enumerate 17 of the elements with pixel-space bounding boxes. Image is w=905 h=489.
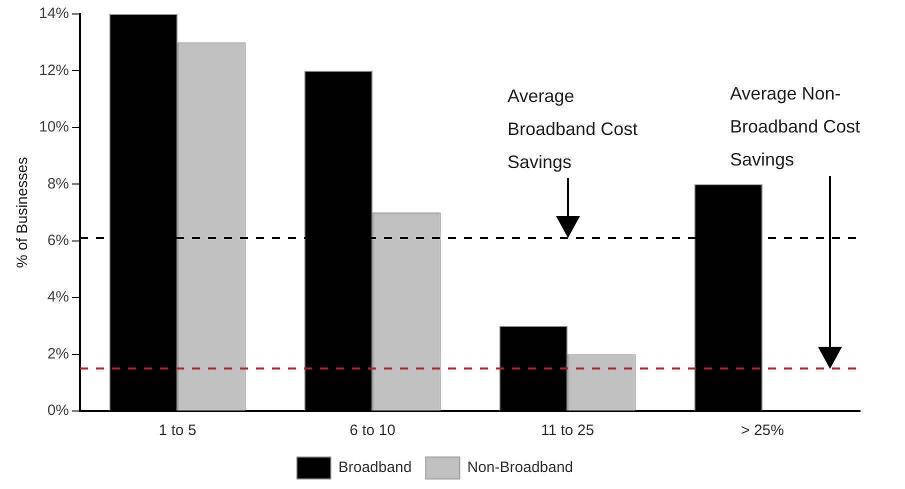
y-tick-label: 4% <box>47 288 70 306</box>
y-axis-title: % of Businesses <box>14 157 32 268</box>
x-tick-label: 11 to 25 <box>540 422 594 440</box>
y-tick-label: 6% <box>47 232 70 249</box>
y-tick-label: 14% <box>38 5 70 22</box>
y-tick-label: 2% <box>47 345 70 362</box>
y-tick-label: 12% <box>38 62 70 79</box>
y-tick-label: 10% <box>38 118 70 136</box>
legend-label: Non-Broadband <box>467 459 574 476</box>
legend-label: Broadband <box>338 459 412 476</box>
x-tick-label: > 25% <box>741 422 784 440</box>
x-tick-label: 1 to 5 <box>158 422 196 440</box>
y-tick-label: 8% <box>47 175 70 192</box>
x-tick-label: 6 to 10 <box>350 422 396 440</box>
annotation: Average Non-Broadband Cost Savings <box>730 84 860 170</box>
annotation: Average Broadband Cost Savings <box>508 86 638 172</box>
y-tick-label: 0% <box>47 402 70 420</box>
